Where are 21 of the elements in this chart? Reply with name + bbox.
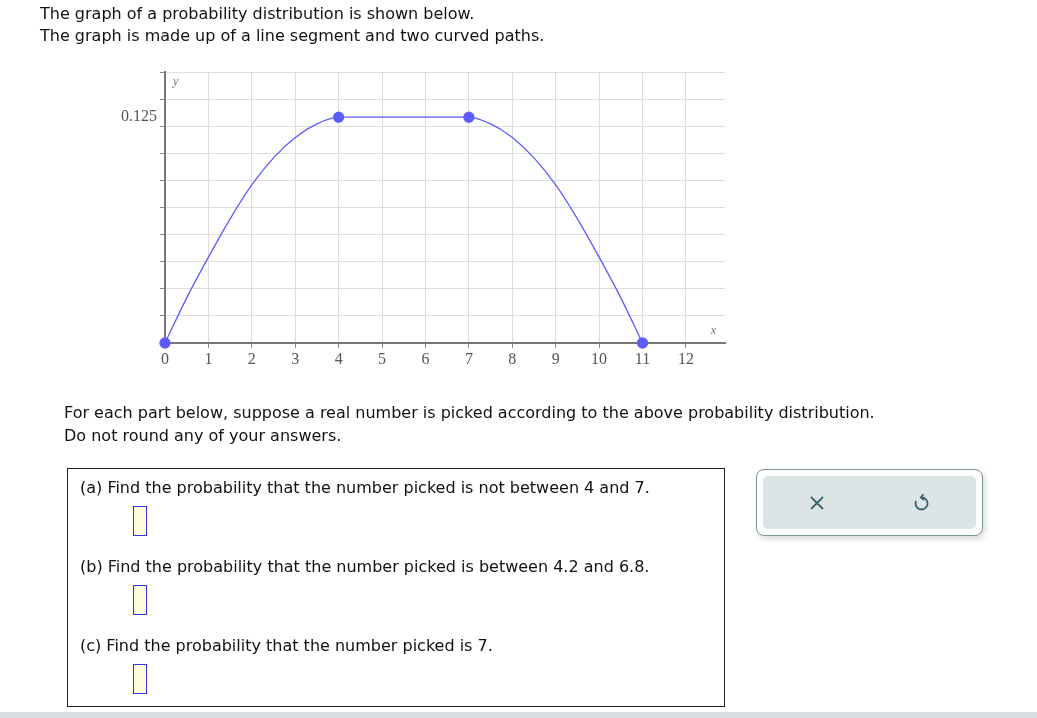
x-tick-label: 9	[551, 349, 560, 367]
x-tick-label: 12	[677, 349, 694, 367]
question-panel: (a) Find the probability that the number picked is not between 4 and 7. (b) Find the probability that the number picked is between 4.2 and 6.8. (c) Find the probability that the number picked is 7.	[67, 468, 725, 707]
text: For each part below, suppose a real number is picked according to the above probability distribution.	[64, 402, 875, 424]
x-tick-label: 0	[161, 349, 169, 367]
x-tick-label: 3	[291, 349, 300, 367]
x-tick-label: 8	[508, 349, 517, 367]
text: 0.125	[121, 107, 157, 125]
x-tick-label: 7	[464, 349, 473, 367]
x-tick-label: 1	[204, 349, 213, 367]
x-axis-title: x	[709, 323, 717, 338]
chart-subtitle: The graph is made up of a line segment and two curved paths.	[40, 25, 545, 47]
chart-title: The graph of a probability distribution is shown below.	[40, 3, 475, 25]
text: Do not round any of your answers.	[64, 425, 342, 447]
x-tick-label: 4	[334, 349, 343, 367]
x-tick-label: 6	[421, 349, 430, 367]
x-tick-label: 10	[591, 349, 608, 367]
x-tick-label: 2	[247, 349, 256, 367]
y-axis-title: y	[172, 74, 179, 89]
x-tick-label: 5	[378, 349, 387, 367]
x-tick-label: 11	[634, 349, 651, 367]
